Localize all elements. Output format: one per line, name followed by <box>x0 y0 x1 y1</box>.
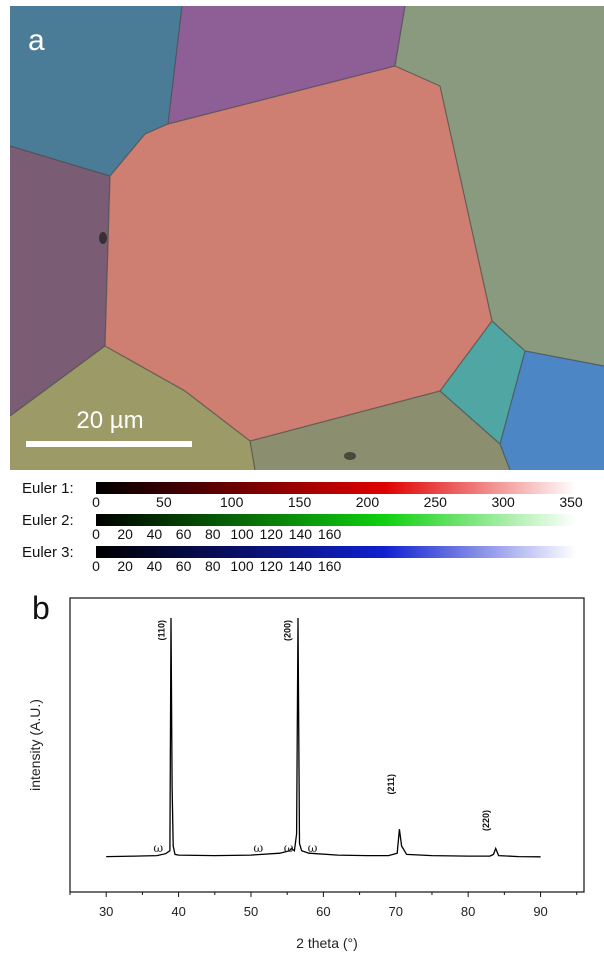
euler-tick-label: 80 <box>205 558 221 574</box>
euler-tick-label: 20 <box>117 558 133 574</box>
euler-tick-label: 0 <box>92 558 100 574</box>
y-axis-label: intensity (A.U.) <box>27 699 43 791</box>
euler-tick-label: 120 <box>259 526 283 542</box>
xrd-series-line <box>106 617 541 858</box>
omega-phase-mark: ω <box>153 841 163 855</box>
x-tick-label: 30 <box>99 904 113 919</box>
omega-phase-mark: ω <box>253 841 263 855</box>
euler-tick-label: 100 <box>230 558 254 574</box>
plot-frame <box>69 597 585 893</box>
euler-tick-label: 80 <box>205 526 221 542</box>
euler-tick-label: 60 <box>175 526 192 542</box>
scale-bar <box>26 441 192 447</box>
x-tick-label: 80 <box>461 904 475 919</box>
panel-b-label: b <box>32 590 50 626</box>
x-tick-label: 90 <box>533 904 547 919</box>
ebsd-orientation-map: a 20 µm <box>10 6 604 470</box>
euler-tick-label: 120 <box>259 558 283 574</box>
x-axis-label: 2 theta (°) <box>296 935 358 951</box>
euler-legend-label: Euler 2: <box>22 512 74 529</box>
grain-pink-left <box>10 146 110 416</box>
euler-tick-label: 140 <box>288 526 313 542</box>
grain-teal <box>440 321 525 444</box>
euler-tick-label: 140 <box>288 558 313 574</box>
euler-color-bar <box>96 514 576 526</box>
surface-defect <box>99 232 107 244</box>
euler-tick-label: 40 <box>146 558 163 574</box>
euler-tick-label: 0 <box>92 526 100 542</box>
xrd-chart: 30 40 50 60 70 80 90 2 theta (°) intensity (A.U.… <box>27 597 585 951</box>
surface-defect <box>344 452 356 460</box>
euler-tick-label: 350 <box>559 494 583 510</box>
x-tick-label: 60 <box>316 904 330 919</box>
euler-tick-label: 250 <box>423 494 447 510</box>
euler-tick-label: 150 <box>287 494 312 510</box>
grain-blue-bottom-right <box>500 351 604 470</box>
grain-olive-bottom-left <box>10 346 255 470</box>
x-tick-label: 50 <box>244 904 258 919</box>
grain-green-top-right <box>395 6 604 366</box>
grain-red-center <box>105 66 492 441</box>
x-tick-label: 70 <box>389 904 403 919</box>
euler-tick-label: 50 <box>156 494 172 510</box>
grain-boundaries <box>10 6 604 470</box>
euler-tick-label: 100 <box>220 494 244 510</box>
panel-a-label: a <box>28 24 45 57</box>
peak-label: (200) <box>283 620 293 641</box>
peak-label: (211) <box>386 774 396 795</box>
grain-purple-top <box>168 6 405 124</box>
euler-tick-label: 160 <box>317 526 342 542</box>
euler-color-bar <box>96 482 576 494</box>
euler-legend-label: Euler 1: <box>22 480 74 497</box>
scale-bar-label: 20 µm <box>76 407 143 434</box>
euler-tick-label: 160 <box>317 558 342 574</box>
euler-tick-label: 40 <box>146 526 163 542</box>
x-tick-label: 40 <box>171 904 185 919</box>
euler-color-bar <box>96 546 576 558</box>
euler-tick-label: 0 <box>92 494 100 510</box>
omega-phase-mark: ω <box>308 841 318 855</box>
euler-tick-label: 300 <box>491 494 515 510</box>
grain-grey-bottom <box>250 391 510 470</box>
euler-tick-label: 200 <box>355 494 380 510</box>
euler-tick-label: 100 <box>230 526 254 542</box>
omega-phase-mark: ω <box>284 841 294 855</box>
peak-label: (220) <box>481 810 491 831</box>
peak-label: (110) <box>157 620 167 641</box>
euler-legend-label: Euler 3: <box>22 544 74 561</box>
euler-tick-label: 60 <box>175 558 192 574</box>
euler-tick-label: 20 <box>117 526 133 542</box>
grain-blue-top-left <box>10 6 182 176</box>
